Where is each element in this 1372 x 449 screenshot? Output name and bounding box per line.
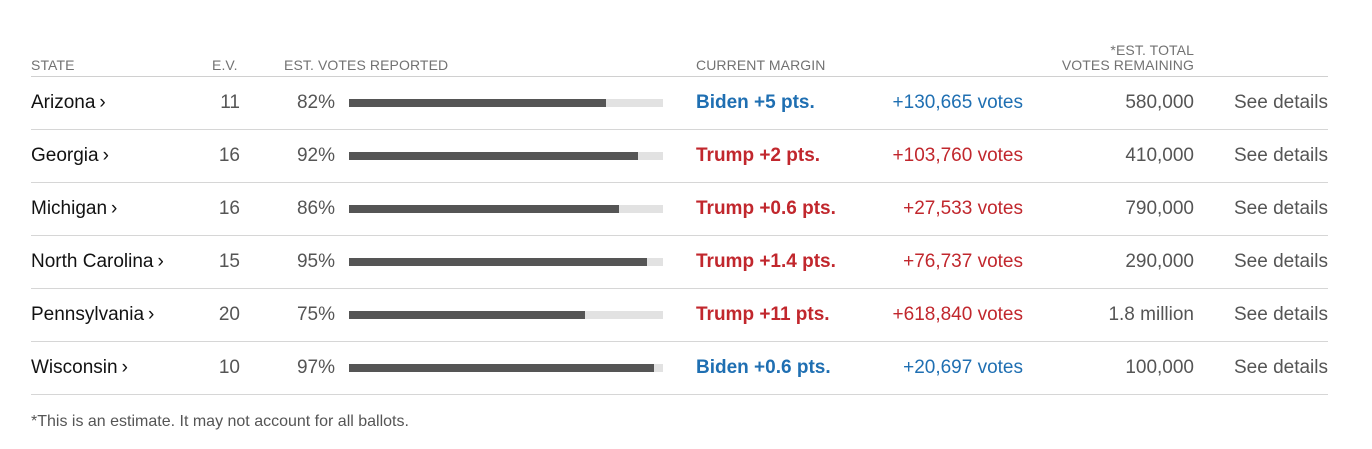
votes-remaining: 100,000 (1125, 357, 1194, 378)
chevron-right-icon: › (111, 198, 118, 219)
footnote: *This is an estimate. It may not account… (31, 413, 409, 430)
state-link[interactable]: North Carolina › (31, 251, 164, 273)
current-margin: Trump +11 pts. (696, 304, 830, 325)
state-link[interactable]: Pennsylvania › (31, 304, 154, 326)
current-margin: Biden +0.6 pts. (696, 357, 831, 378)
votes-remaining: 290,000 (1125, 251, 1194, 272)
header-current-margin: CURRENT MARGIN (696, 57, 826, 73)
votes-reported-bar-fill (349, 311, 585, 319)
state-name: Wisconsin (31, 357, 118, 378)
table-row: Pennsylvania › 20 75% Trump +11 pts. +618,840… (31, 289, 1328, 342)
header-votes-reported: EST. VOTES REPORTED (284, 57, 449, 73)
chevron-right-icon: › (157, 251, 164, 272)
margin-votes: +618,840 votes (892, 304, 1023, 325)
electoral-votes: 16 (218, 198, 240, 219)
votes-reported-percent: 92% (296, 145, 335, 166)
table-row: Georgia › 16 92% Trump +2 pts. +103,760 votes… (31, 130, 1328, 183)
electoral-votes: 11 (220, 92, 240, 113)
state-name: Arizona (31, 92, 96, 113)
margin-votes: +20,697 votes (903, 357, 1023, 378)
see-details-link[interactable]: See details (1233, 251, 1328, 272)
chevron-right-icon: › (99, 92, 106, 113)
table-row: Wisconsin › 10 97% Biden +0.6 pts. +20,697 vo… (31, 342, 1328, 395)
votes-reported-bar-fill (349, 99, 607, 107)
chevron-right-icon: › (102, 145, 109, 166)
votes-reported-percent: 82% (296, 92, 335, 113)
votes-reported-percent: 97% (296, 357, 335, 378)
votes-reported-bar (349, 152, 663, 160)
current-margin: Biden +5 pts. (696, 92, 815, 113)
header-votes-remaining: *EST. TOTAL VOTES REMAINING (1062, 43, 1194, 73)
votes-remaining: 580,000 (1125, 92, 1194, 113)
see-details-link[interactable]: See details (1233, 198, 1328, 219)
votes-reported-percent: 86% (296, 198, 335, 219)
state-name: North Carolina (31, 251, 154, 272)
electoral-votes: 16 (218, 145, 240, 166)
current-margin: Trump +1.4 pts. (696, 251, 836, 272)
header-votes-remaining-line1: *EST. TOTAL (1110, 42, 1194, 58)
votes-reported-bar (349, 311, 663, 319)
table-row: North Carolina › 15 95% Trump +1.4 pts. +76,7… (31, 236, 1328, 289)
votes-reported-bar-fill (349, 152, 638, 160)
votes-reported-bar-fill (349, 205, 620, 213)
votes-reported-bar (349, 205, 663, 213)
state-link[interactable]: Georgia › (31, 145, 109, 167)
battleground-table: STATE E.V. EST. VOTES REPORTED CURRENT M… (31, 40, 1328, 395)
header-state: STATE (31, 57, 75, 73)
state-name: Michigan (31, 198, 108, 219)
table-header: STATE E.V. EST. VOTES REPORTED CURRENT M… (31, 40, 1328, 77)
votes-reported-bar (349, 99, 663, 107)
see-details-link[interactable]: See details (1233, 304, 1328, 325)
votes-reported-percent: 75% (296, 304, 335, 325)
header-electoral-votes: E.V. (212, 57, 238, 73)
votes-remaining: 790,000 (1125, 198, 1194, 219)
state-link[interactable]: Wisconsin › (31, 357, 128, 379)
votes-reported-bar-fill (349, 258, 648, 266)
votes-reported-bar-fill (349, 364, 654, 372)
votes-reported-percent: 95% (296, 251, 335, 272)
votes-reported-bar (349, 258, 663, 266)
votes-remaining: 410,000 (1125, 145, 1194, 166)
margin-votes: +130,665 votes (892, 92, 1023, 113)
chevron-right-icon: › (148, 304, 155, 325)
state-name: Pennsylvania (31, 304, 145, 325)
votes-remaining: 1.8 million (1108, 304, 1194, 325)
table-body: Arizona › 11 82% Biden +5 pts. +130,665 votes… (31, 77, 1328, 395)
margin-votes: +27,533 votes (903, 198, 1023, 219)
state-link[interactable]: Michigan › (31, 198, 117, 220)
current-margin: Trump +2 pts. (696, 145, 821, 166)
margin-votes: +103,760 votes (892, 145, 1023, 166)
table-row: Michigan › 16 86% Trump +0.6 pts. +27,533 vot… (31, 183, 1328, 236)
chevron-right-icon: › (121, 357, 128, 378)
current-margin: Trump +0.6 pts. (696, 198, 836, 219)
state-link[interactable]: Arizona › (31, 92, 106, 114)
see-details-link[interactable]: See details (1233, 145, 1328, 166)
table-row: Arizona › 11 82% Biden +5 pts. +130,665 votes… (31, 77, 1328, 130)
see-details-link[interactable]: See details (1233, 92, 1328, 113)
header-votes-remaining-line2: VOTES REMAINING (1061, 57, 1194, 73)
see-details-link[interactable]: See details (1233, 357, 1328, 378)
electoral-votes: 20 (218, 304, 240, 325)
electoral-votes: 10 (218, 357, 240, 378)
margin-votes: +76,737 votes (903, 251, 1023, 272)
electoral-votes: 15 (218, 251, 240, 272)
votes-reported-bar (349, 364, 663, 372)
state-name: Georgia (31, 145, 99, 166)
